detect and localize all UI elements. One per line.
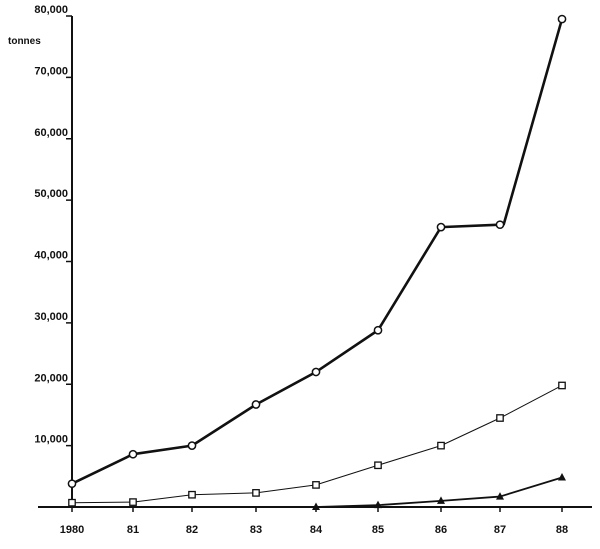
series-line-segment xyxy=(376,225,443,332)
y-tick-label: 20,000 xyxy=(34,372,68,384)
series-line-segment xyxy=(71,501,134,504)
series-line-segment xyxy=(70,452,135,485)
series-line-segment xyxy=(132,494,193,503)
data-point-square xyxy=(129,498,137,506)
y-tick-label: 10,000 xyxy=(34,434,68,446)
data-point-circle xyxy=(187,441,197,450)
data-point-square xyxy=(68,498,76,507)
data-point-square xyxy=(437,441,445,450)
y-axis-ticks: 10,000 20,000 30,000 40,000 50,000 60,000 70,0… xyxy=(34,4,72,447)
data-point-circle xyxy=(495,220,505,230)
x-tick-label: 82 xyxy=(186,524,198,536)
x-tick-label: 86 xyxy=(435,524,447,536)
y-tick-label: 60,000 xyxy=(34,127,68,139)
series-line-segment xyxy=(190,403,258,447)
y-tick-label: 70,000 xyxy=(34,65,68,77)
y-tick-label: 50,000 xyxy=(34,188,68,200)
data-point-triangle xyxy=(496,492,504,500)
y-tick-label: 40,000 xyxy=(34,250,68,262)
series-line-segment xyxy=(255,484,317,494)
data-point-triangle xyxy=(437,496,445,504)
chart-axes xyxy=(38,16,592,508)
series-square xyxy=(68,381,566,507)
series-line-segment xyxy=(440,417,501,447)
x-tick-label: 85 xyxy=(372,524,384,536)
data-point-circle xyxy=(311,367,321,377)
data-point-triangle xyxy=(312,502,320,510)
series-line-segment xyxy=(191,492,257,496)
y-tick-label: 80,000 xyxy=(34,4,68,16)
data-point-square xyxy=(252,489,260,497)
y-axis-unit-label: tonnes xyxy=(8,36,41,47)
data-point-circle xyxy=(436,222,446,232)
data-point-square xyxy=(312,481,320,489)
data-point-circle xyxy=(67,479,77,489)
series-line-segment xyxy=(254,370,318,406)
data-point-circle xyxy=(251,400,261,409)
series-line-segment xyxy=(499,384,563,419)
data-point-circle xyxy=(373,325,383,335)
series-line-segment xyxy=(377,499,442,507)
x-tick-label: 88 xyxy=(556,524,568,536)
x-tick-label: 83 xyxy=(250,524,262,536)
x-tick-label: 84 xyxy=(310,524,323,536)
series-line-segment xyxy=(502,17,564,226)
x-tick-label: 81 xyxy=(127,524,139,536)
y-tick-label: 30,000 xyxy=(34,311,68,323)
x-tick-label: 87 xyxy=(494,524,506,536)
series-line-segment xyxy=(440,495,501,502)
series-triangle xyxy=(312,473,566,510)
series-line-segment xyxy=(315,464,379,486)
series-circle xyxy=(67,14,567,489)
data-point-circle xyxy=(557,14,567,24)
data-point-circle xyxy=(128,449,138,459)
series-line-segment xyxy=(439,223,502,229)
series-line-segment xyxy=(314,328,380,374)
x-tick-label: 1980 xyxy=(60,524,84,536)
data-point-square xyxy=(558,381,566,390)
series-layer xyxy=(67,14,567,510)
series-line-segment xyxy=(377,445,442,466)
series-line-segment xyxy=(315,504,379,508)
data-point-square xyxy=(188,490,196,499)
series-line-segment xyxy=(131,444,194,456)
data-point-triangle xyxy=(374,500,382,509)
x-axis-ticks: 1980 81 82 83 84 85 86 87 88 xyxy=(60,507,568,536)
series-line-segment xyxy=(499,476,563,498)
data-point-square xyxy=(374,461,382,470)
data-point-square xyxy=(496,414,504,422)
data-point-triangle xyxy=(558,473,566,481)
